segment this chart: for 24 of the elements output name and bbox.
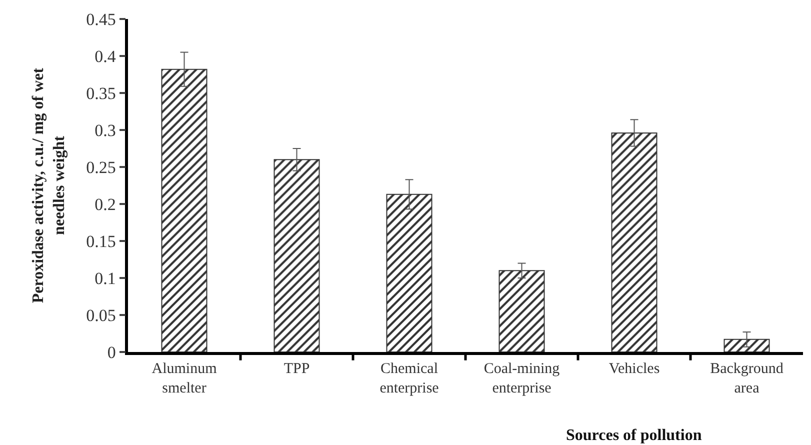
y-axis-title: Peroxidase activity, c.u./ mg of wet needles weight <box>30 67 68 304</box>
x-tick-label: Aluminum smelter <box>152 360 218 396</box>
y-tick-label: 0.3 <box>94 120 116 140</box>
bar <box>274 159 320 352</box>
y-tick-label: 0.05 <box>86 306 116 325</box>
y-tick-label: 0.35 <box>86 84 116 103</box>
y-tick-label: 0 <box>107 342 116 362</box>
x-tick-label: Chemical enterprise <box>380 360 440 396</box>
bar <box>386 194 432 352</box>
y-tick-label: 0.1 <box>94 268 116 288</box>
x-tick-label: Background area <box>710 360 784 396</box>
y-tick-label: 0.15 <box>86 232 116 251</box>
y-tick-label: 0.25 <box>86 158 116 177</box>
bar <box>498 270 545 352</box>
x-tick-label: Vehicles <box>608 360 660 377</box>
y-tick-label: 0.4 <box>94 46 116 66</box>
y-tick-label: 0.45 <box>86 10 116 29</box>
bar <box>161 68 208 352</box>
bar <box>611 132 658 352</box>
y-tick-label: 0.2 <box>94 194 116 214</box>
x-tick-label: Coal-mining enterprise <box>484 360 560 396</box>
bar <box>724 338 770 352</box>
x-tick-label: TPP <box>284 360 310 377</box>
x-axis-title: Sources of pollution <box>566 427 702 444</box>
